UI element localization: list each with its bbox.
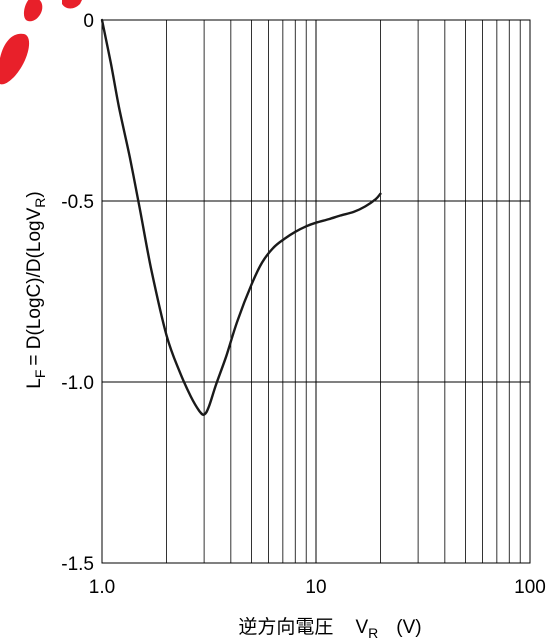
y-tick-label: -1.5 bbox=[61, 554, 94, 575]
watermark-logo bbox=[0, 0, 82, 85]
y-tick-label: 0 bbox=[83, 11, 94, 32]
y-axis-label-var: L bbox=[24, 378, 45, 389]
x-tick-label: 10 bbox=[305, 577, 326, 598]
x-axis-label-main: 逆方向電圧 bbox=[238, 616, 333, 638]
tick-labels: 0 -0.5 -1.0 -1.51.0 10 100 bbox=[61, 11, 546, 598]
x-axis-label-var: V bbox=[355, 617, 368, 638]
y-axis-label-var-sub: F bbox=[32, 370, 48, 379]
y-axis-label-rhs-sub: R bbox=[32, 198, 48, 208]
grid bbox=[102, 20, 530, 563]
series-line bbox=[100, 18, 382, 416]
x-axis-label-sub: R bbox=[368, 625, 378, 641]
y-axis-label: LF = D(LogC)/D(LogVR) bbox=[24, 191, 48, 388]
y-axis-label-rhs: = D(LogC)/D(LogV bbox=[24, 207, 45, 365]
y-axis-label-close: ) bbox=[24, 191, 45, 197]
x-axis-label: 逆方向電圧 VR (V) bbox=[238, 616, 421, 641]
y-tick-label: -1.0 bbox=[61, 373, 94, 394]
y-tick-label: -0.5 bbox=[61, 192, 94, 213]
x-tick-label: 100 bbox=[514, 577, 546, 598]
x-axis-label-unit: (V) bbox=[396, 617, 421, 638]
plot-frame bbox=[101, 19, 531, 564]
x-tick-label: 1.0 bbox=[89, 577, 115, 598]
